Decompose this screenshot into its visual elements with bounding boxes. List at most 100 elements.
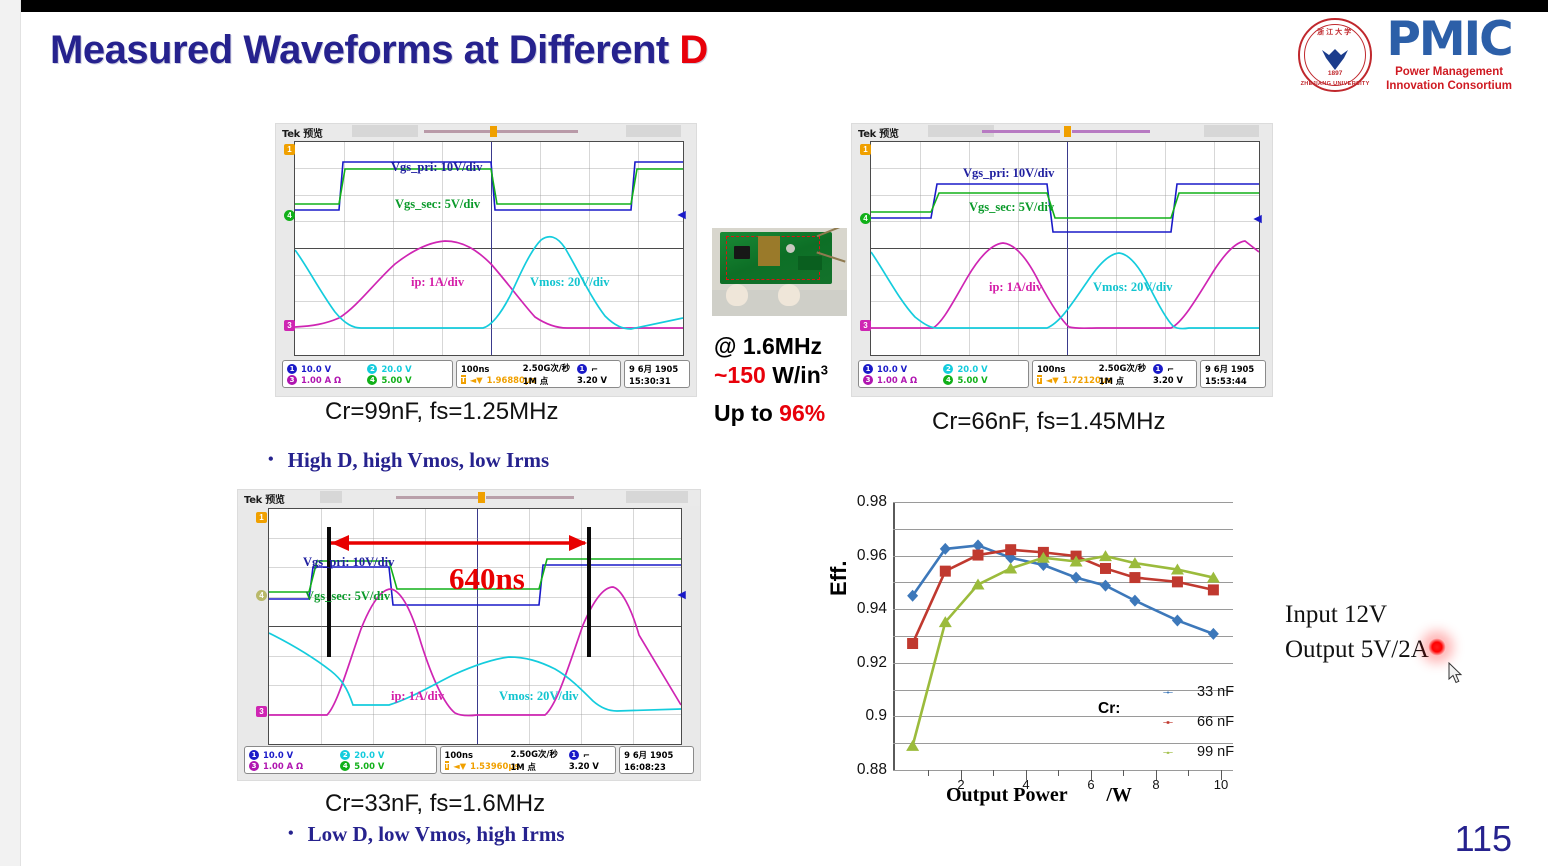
scope-status-bar: 1 10.0 V 3 1.00 A Ω 2 20.0 V 4 5.00 V 100ns … — [244, 746, 694, 774]
legend-label-99nf: 99 nF — [1197, 744, 1235, 760]
legend-item-66nf: 66 nF — [1146, 707, 1234, 737]
chart-line-2 — [911, 554, 1214, 747]
chart-line-0 — [911, 544, 1214, 636]
operating-output: Output 5V/2A — [1285, 635, 1429, 663]
trace-label-vmos: Vmos: 20V/div — [499, 689, 579, 703]
chart-marker-2-1 — [938, 616, 952, 628]
legend-marker-99nf-icon — [1163, 750, 1173, 754]
chart-marker-1-6 — [1100, 562, 1111, 574]
efficiency-chart: Eff. 0.98 0.96 0.94 0.92 0.9 0.88 — [826, 492, 1248, 810]
scope-header-block-left — [928, 125, 994, 137]
laser-pointer-dot-icon — [1428, 638, 1446, 656]
trigger-position-marker-icon — [478, 492, 485, 503]
chart-xtick-2: 2 — [957, 777, 965, 792]
scope-header-trace-bar — [396, 496, 478, 499]
trace-label-ip: ip: 1A/div — [391, 689, 445, 703]
datetime-box: 9 6月 1905 15:30:31 — [624, 360, 690, 388]
chart-xtick-8: 8 — [1152, 777, 1160, 792]
seal-bird-icon — [1322, 49, 1349, 70]
channel-arrow-icon: ◄ — [1250, 209, 1265, 226]
channel-marker-3-icon: 3 — [256, 706, 267, 717]
scope-brand-label: Tek 预览 — [244, 495, 285, 506]
chart-marker-2-7 — [1128, 557, 1142, 569]
zhejiang-university-seal-icon: 浙江大学 1897 ZHEJIANG UNIVERSITY — [1298, 18, 1373, 92]
trace-label-vgs-sec: Vgs_sec: 5V/div — [305, 589, 391, 603]
scope-brand-label: Tek 预览 — [282, 129, 323, 140]
trigger-position-marker-icon — [490, 126, 497, 137]
legend-label-33nf: 33 nF — [1197, 684, 1235, 700]
chart-marker-0-6 — [1100, 579, 1111, 592]
brand-logo: 浙江大学 1897 ZHEJIANG UNIVERSITY PMIC Power… — [1298, 16, 1514, 93]
scope-traces — [871, 183, 1259, 330]
trigger-position-marker-icon — [1064, 126, 1071, 137]
trace-label-vmos: Vmos: 20V/div — [1093, 280, 1173, 294]
center-power-density-text: ~150 W/in3 — [714, 362, 828, 389]
scope-header-block-right — [1204, 125, 1259, 137]
chart-marker-1-1 — [939, 565, 951, 577]
seal-inner-ring — [1304, 24, 1367, 86]
scope-waveform-grid: Vgs_pri: 10V/div Vgs_sec: 5V/div ip: 1A/… — [268, 508, 682, 745]
bullet-dot-icon: • — [288, 825, 294, 842]
trace-label-vgs-sec: Vgs_sec: 5V/div — [969, 200, 1055, 214]
channel-arrow-icon: ◄ — [674, 585, 689, 602]
chart-marker-2-2 — [971, 578, 985, 590]
chart-ytick-0.92: 0.92 — [856, 653, 887, 671]
channel-scale-box: 1 10.0 V 3 1.00 A Ω 2 20.0 V 4 5.00 V — [244, 746, 437, 774]
chart-marker-0-1 — [939, 542, 951, 555]
datetime-box: 9 6月 1905 15:53:44 — [1200, 360, 1266, 388]
scope-waveform-grid: Vgs_pri: 10V/div Vgs_sec: 5V/div ip: 1A/… — [870, 141, 1260, 356]
scope-header-block-left — [352, 125, 418, 137]
trace-label-ip: ip: 1A/div — [411, 275, 465, 289]
scope-header-block-right — [626, 125, 681, 137]
center-frequency-text: @ 1.6MHz — [714, 333, 823, 359]
chart-marker-2-4 — [1036, 551, 1050, 563]
chart-line-1 — [911, 548, 1214, 645]
chart-marker-0-7 — [1129, 594, 1141, 607]
chart-xtick-6: 6 — [1087, 777, 1095, 792]
page-title-main: Measured Waveforms at Different — [50, 28, 680, 72]
center-efficiency-text: Up to 96% — [714, 400, 825, 427]
trace-label-ip: ip: 1A/div — [989, 280, 1043, 294]
chart-xtick-10: 10 — [1213, 777, 1229, 792]
efficiency-value: 96% — [779, 400, 826, 426]
chart-marker-1-7 — [1129, 572, 1141, 584]
chart-series-layer — [906, 539, 1220, 751]
channel-marker-4-icon: 4 — [860, 213, 871, 224]
mouse-cursor-icon — [1448, 662, 1463, 684]
top-letterbox-bar — [0, 0, 1548, 12]
chart-marker-1-3 — [1005, 544, 1017, 556]
bullet-low-d: • Low D, low Vmos, high Irms — [288, 822, 565, 847]
scope-status-bar: 1 10.0 V 3 1.00 A Ω 2 20.0 V 4 5.00 V 100ns … — [282, 360, 690, 388]
channel-marker-3-icon: 3 — [860, 320, 871, 331]
page-title: Measured Waveforms at Different D — [50, 28, 708, 73]
legend-group-label: Cr: — [1098, 700, 1121, 717]
caption-scope-top-left: Cr=99nF, fs=1.25MHz — [325, 398, 559, 425]
power-density-value: ~150 — [714, 362, 766, 388]
page-title-accent: D — [679, 28, 708, 72]
chart-marker-0-2 — [972, 539, 984, 552]
chart-ytick-0.98: 0.98 — [856, 493, 887, 510]
channel-marker-4-icon: 4 — [256, 590, 267, 601]
chart-marker-1-0 — [907, 638, 919, 650]
chart-x-axis-label-left: Output Power — [946, 784, 1068, 806]
chart-ytick-0.88: 0.88 — [856, 761, 887, 778]
scope-header-trace-bar-right — [498, 130, 578, 133]
scope-traces — [295, 161, 683, 330]
power-density-exponent: 3 — [820, 362, 828, 378]
prototype-board-photo — [712, 228, 847, 316]
chart-marker-2-5 — [1069, 555, 1083, 567]
channel-marker-4-icon: 4 — [284, 210, 295, 221]
bullet-high-d: • High D, high Vmos, low Irms — [268, 448, 549, 473]
pmic-subtitle-line2: Innovation Consortium — [1386, 80, 1512, 93]
legend-item-99nf: 99 nF — [1146, 737, 1234, 767]
chart-legend: 33 nF 66 nF 99 nF — [1146, 677, 1234, 767]
chart-marker-0-5 — [1070, 571, 1082, 584]
chart-marker-2-0 — [906, 739, 920, 751]
pmic-logo: PMIC Power Management Innovation Consort… — [1386, 16, 1514, 93]
scope-brand-label: Tek 预览 — [858, 129, 899, 140]
operating-conditions: Input 12V Output 5V/2A — [1285, 598, 1429, 667]
scope-bottom-left: Tek 预览 Vgs_p — [238, 490, 700, 780]
chart-marker-2-8 — [1170, 563, 1184, 575]
chart-marker-2-6 — [1099, 550, 1112, 562]
power-density-unit: W/in — [765, 362, 821, 388]
